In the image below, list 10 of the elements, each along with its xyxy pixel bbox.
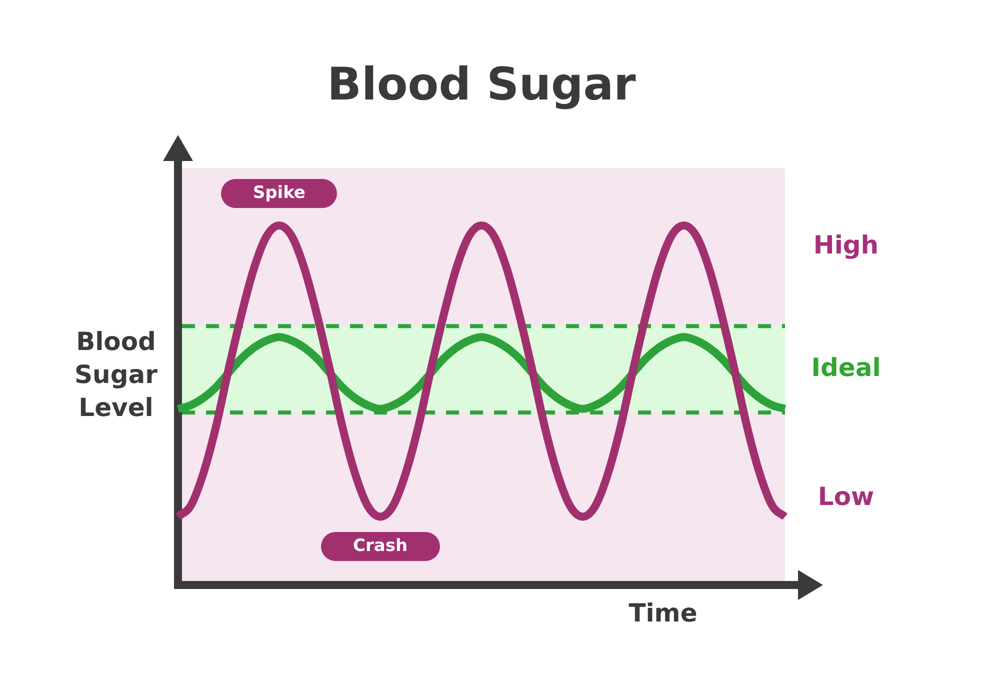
chart-title: Blood Sugar xyxy=(327,58,637,111)
band-label: High xyxy=(813,230,879,260)
y-axis-title: Blood Sugar Level xyxy=(74,327,158,422)
band-label: Ideal xyxy=(811,352,881,382)
band-label: Low xyxy=(818,482,874,512)
pill-badge: Crash xyxy=(321,532,440,562)
annotation: Crash xyxy=(353,536,408,556)
pill-badge: Spike xyxy=(220,179,338,208)
x-axis-title: Time xyxy=(628,598,698,628)
annotation: Spike xyxy=(252,183,306,204)
